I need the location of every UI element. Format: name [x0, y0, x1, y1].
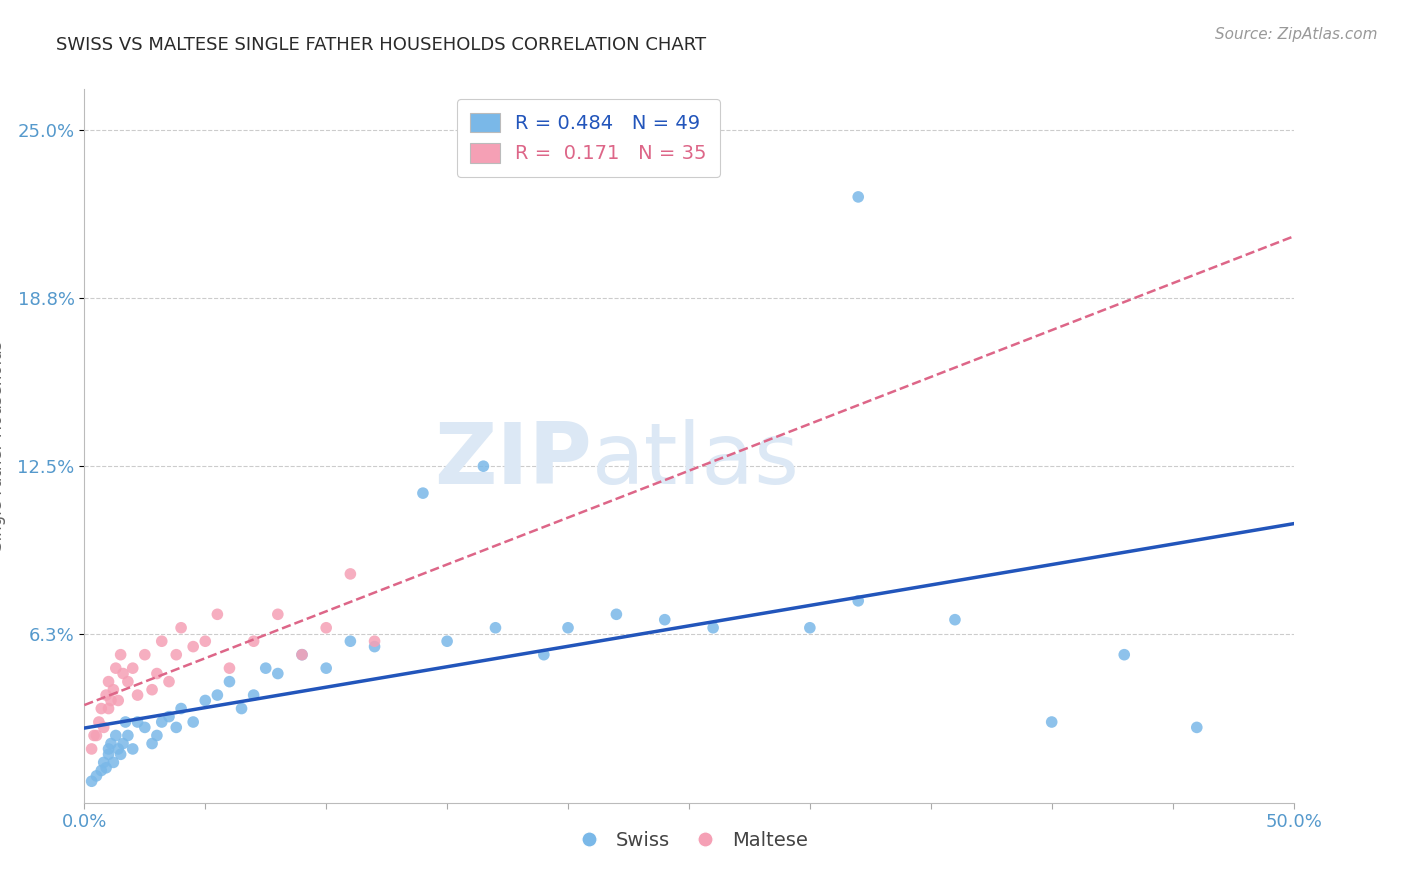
Point — [339, 634, 361, 648]
Point — [1040, 714, 1063, 729]
Point — [218, 674, 240, 689]
Point — [654, 613, 676, 627]
Point — [107, 742, 129, 756]
Point — [114, 714, 136, 729]
Legend: Swiss, Maltese: Swiss, Maltese — [562, 822, 815, 857]
Point — [605, 607, 627, 622]
Point — [121, 661, 143, 675]
Point — [484, 621, 506, 635]
Point — [117, 729, 139, 743]
Text: ZIP: ZIP — [434, 418, 592, 502]
Point — [97, 701, 120, 715]
Point — [291, 648, 314, 662]
Point — [170, 701, 193, 715]
Point — [194, 693, 217, 707]
Point — [127, 714, 149, 729]
Point — [112, 666, 135, 681]
Point — [194, 634, 217, 648]
Point — [267, 607, 290, 622]
Point — [94, 761, 117, 775]
Point — [702, 621, 724, 635]
Point — [94, 688, 117, 702]
Point — [363, 640, 385, 654]
Text: SWISS VS MALTESE SINGLE FATHER HOUSEHOLDS CORRELATION CHART: SWISS VS MALTESE SINGLE FATHER HOUSEHOLD… — [56, 36, 706, 54]
Point — [181, 640, 204, 654]
Point — [291, 648, 314, 662]
Point — [436, 634, 458, 648]
Point — [80, 742, 103, 756]
Point — [363, 634, 385, 648]
Point — [104, 729, 127, 743]
Point — [97, 674, 120, 689]
Point — [218, 661, 240, 675]
Point — [943, 613, 966, 627]
Point — [97, 742, 120, 756]
Point — [87, 714, 110, 729]
Point — [86, 769, 108, 783]
Text: atlas: atlas — [592, 418, 800, 502]
Point — [150, 714, 173, 729]
Point — [231, 701, 253, 715]
Text: Source: ZipAtlas.com: Source: ZipAtlas.com — [1215, 27, 1378, 42]
Point — [100, 737, 122, 751]
Point — [121, 742, 143, 756]
Point — [97, 747, 120, 762]
Point — [117, 674, 139, 689]
Point — [141, 737, 163, 751]
Point — [846, 190, 869, 204]
Point — [100, 693, 122, 707]
Point — [315, 621, 337, 635]
Point — [103, 756, 125, 770]
Point — [93, 756, 115, 770]
Point — [110, 747, 132, 762]
Point — [157, 709, 180, 723]
Point — [150, 634, 173, 648]
Point — [1114, 648, 1136, 662]
Point — [1185, 720, 1208, 734]
Point — [103, 682, 125, 697]
Point — [146, 666, 169, 681]
Point — [170, 621, 193, 635]
Point — [157, 674, 180, 689]
Point — [141, 682, 163, 697]
Point — [165, 648, 187, 662]
Point — [267, 666, 290, 681]
Point — [315, 661, 337, 675]
Point — [242, 634, 264, 648]
Point — [134, 720, 156, 734]
Point — [207, 607, 229, 622]
Point — [846, 594, 869, 608]
Point — [112, 737, 135, 751]
Point — [254, 661, 277, 675]
Point — [134, 648, 156, 662]
Point — [207, 688, 229, 702]
Point — [472, 459, 495, 474]
Point — [90, 701, 112, 715]
Point — [80, 774, 103, 789]
Point — [412, 486, 434, 500]
Point — [146, 729, 169, 743]
Point — [165, 720, 187, 734]
Point — [86, 729, 108, 743]
Point — [90, 764, 112, 778]
Point — [339, 566, 361, 581]
Point — [93, 720, 115, 734]
Point — [110, 648, 132, 662]
Point — [242, 688, 264, 702]
Point — [533, 648, 555, 662]
Point — [799, 621, 821, 635]
Point — [104, 661, 127, 675]
Point — [127, 688, 149, 702]
Point — [107, 693, 129, 707]
Point — [557, 621, 579, 635]
Point — [83, 729, 105, 743]
Point — [181, 714, 204, 729]
Y-axis label: Single Father Households: Single Father Households — [0, 341, 6, 551]
